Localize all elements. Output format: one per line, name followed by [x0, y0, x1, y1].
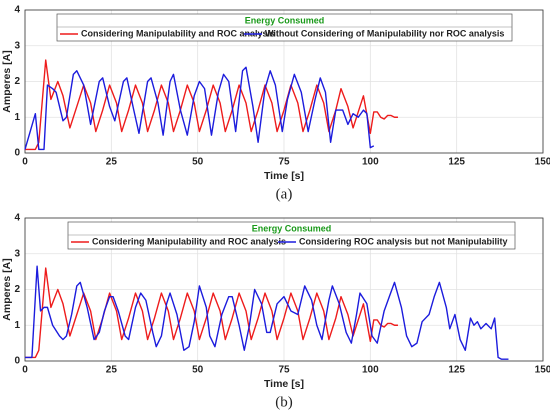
legend-box: [56, 13, 513, 42]
caption: (b): [275, 394, 293, 410]
legend-label: Considering ROC analysis but not Manipul…: [299, 236, 508, 246]
x-tick-label: 150: [535, 365, 550, 376]
panel: 0 1 2 3 4 0 25 50 75 100 125 150 Energy Consumed Cons…: [1, 5, 550, 203]
x-tick-label: 125: [448, 365, 465, 376]
x-tick-label: 125: [448, 157, 465, 168]
legend-title: Energy Consumed: [245, 15, 325, 25]
legend-label: Considering Manipulability and ROC analy…: [92, 236, 286, 246]
legend-label: Considering Manipulability and ROC analy…: [81, 28, 275, 38]
data-line: [25, 265, 509, 360]
data-line: [24, 66, 375, 151]
y-tick-label: 1: [14, 112, 20, 123]
y-tick-label: 0: [14, 148, 20, 159]
x-tick-label: 25: [106, 365, 118, 376]
legend-box: [67, 221, 516, 250]
x-tick-label: 100: [362, 365, 379, 376]
y-tick-label: 4: [14, 5, 20, 16]
y-tick-label: 0: [14, 356, 20, 367]
axes-box: [24, 9, 544, 154]
legend-title: Energy Consumed: [252, 223, 332, 233]
x-axis-label: Time [s]: [264, 378, 304, 390]
x-tick-label: 100: [362, 157, 379, 168]
x-tick-label: 50: [192, 157, 204, 168]
x-tick-label: 0: [22, 365, 28, 376]
x-tick-label: 75: [278, 157, 290, 168]
data-line: [25, 267, 398, 359]
y-tick-label: 2: [14, 76, 20, 87]
x-axis-label: Time [s]: [264, 170, 304, 182]
x-tick-label: 0: [22, 157, 28, 168]
axes-box: [24, 217, 544, 362]
caption: (a): [276, 186, 293, 202]
y-tick-label: 4: [14, 213, 20, 224]
x-tick-label: 75: [278, 365, 290, 376]
panel: 0 1 2 3 4 0 25 50 75 100 125 150 Energy Consumed Cons…: [1, 213, 550, 411]
x-tick-label: 150: [535, 157, 550, 168]
y-axis-label: Amperes [A]: [1, 258, 13, 320]
y-tick-label: 1: [14, 320, 20, 331]
legend-label: Without Considering of Manipulability no…: [265, 28, 504, 38]
y-tick-label: 2: [14, 284, 20, 295]
y-tick-label: 3: [14, 248, 20, 259]
y-axis-label: Amperes [A]: [1, 50, 13, 112]
y-tick-label: 3: [14, 40, 20, 51]
x-tick-label: 50: [192, 365, 204, 376]
x-tick-label: 25: [106, 157, 118, 168]
